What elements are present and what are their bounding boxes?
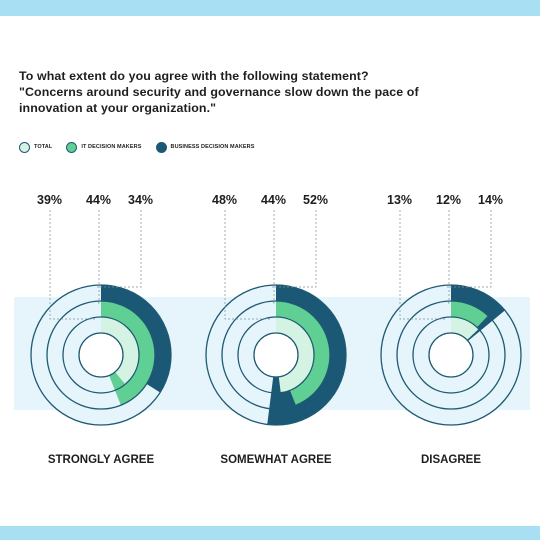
legend-label-total: TOTAL: [34, 144, 53, 150]
question-line-2: "Concerns around security and governance…: [19, 85, 419, 99]
question-line-1: To what extent do you agree with the fol…: [19, 69, 369, 83]
leader-line-it-somewhat-agree: [272, 210, 275, 304]
ring-outline-3-somewhat-agree: [237, 316, 315, 394]
ring-outline-2-disagree: [396, 300, 506, 410]
legend-item-total: TOTAL: [19, 141, 53, 153]
question-line-3: innovation at your organization.": [19, 101, 217, 115]
ring-outline-1-strongly-agree: [30, 284, 172, 426]
leader-line-it-strongly-agree: [97, 210, 100, 304]
leader-line-business-somewhat-agree: [272, 210, 317, 288]
category-label-disagree: DISAGREE: [421, 454, 481, 466]
leader-line-business-strongly-agree: [97, 210, 142, 288]
leader-line-it-disagree: [447, 210, 450, 304]
legend-swatch-business: [155, 141, 167, 153]
value-label-it-strongly-agree: 44%: [86, 193, 111, 207]
ring-outline-4-disagree: [428, 332, 474, 378]
leader-line-total-strongly-agree: [49, 210, 97, 320]
ring-outline-3-strongly-agree: [62, 316, 140, 394]
legend-swatch-it: [66, 141, 78, 153]
value-label-business-strongly-agree: 34%: [128, 193, 153, 207]
donut-hole-somewhat-agree: [254, 333, 298, 377]
leader-line-total-disagree: [399, 210, 447, 320]
value-label-business-somewhat-agree: 52%: [303, 193, 328, 207]
legend-item-business: BUSINESS DECISION MAKERS: [155, 141, 255, 153]
survey-question: To what extent do you agree with the fol…: [19, 68, 519, 116]
legend-label-it: IT DECISION MAKERS: [81, 144, 142, 150]
donut-somewhat-agree: 48% 44% 52% SOMEWHAT AGREE: [205, 193, 347, 466]
value-label-total-disagree: 13%: [387, 193, 412, 207]
legend-label-business: BUSINESS DECISION MAKERS: [170, 144, 255, 150]
bottom-band: [0, 526, 540, 540]
chart-legend: TOTAL IT DECISION MAKERS BUSINESS DECISI…: [19, 140, 269, 154]
legend-item-it: IT DECISION MAKERS: [66, 141, 142, 153]
value-label-total-strongly-agree: 39%: [37, 193, 62, 207]
ring-outline-4-somewhat-agree: [253, 332, 299, 378]
donut-strongly-agree: 39% 44% 34% STRONGLY AGREE: [30, 193, 172, 466]
value-label-it-disagree: 12%: [436, 193, 461, 207]
leader-line-business-disagree: [447, 210, 492, 288]
value-label-it-somewhat-agree: 44%: [261, 193, 286, 207]
top-band: [0, 0, 540, 16]
category-label-somewhat-agree: SOMEWHAT AGREE: [220, 454, 331, 466]
ring-outline-2-strongly-agree: [46, 300, 156, 410]
category-label-strongly-agree: STRONGLY AGREE: [48, 454, 155, 466]
value-label-business-disagree: 14%: [478, 193, 503, 207]
value-label-total-somewhat-agree: 48%: [212, 193, 237, 207]
donut-groups: 39% 44% 34% STRONGLY AGREE 48% 44% 52% SOMEWHAT…: [30, 193, 522, 466]
ring-outline-1-somewhat-agree: [205, 284, 347, 426]
ring-outline-2-somewhat-agree: [221, 300, 331, 410]
donut-disagree: 13% 12% 14% DISAGREE: [380, 193, 522, 466]
leader-line-total-somewhat-agree: [224, 210, 272, 320]
donut-hole-strongly-agree: [79, 333, 123, 377]
ring-outline-1-disagree: [380, 284, 522, 426]
ring-outline-4-strongly-agree: [78, 332, 124, 378]
legend-swatch-total: [19, 141, 30, 153]
donut-hole-disagree: [429, 333, 473, 377]
ring-outline-3-disagree: [412, 316, 490, 394]
